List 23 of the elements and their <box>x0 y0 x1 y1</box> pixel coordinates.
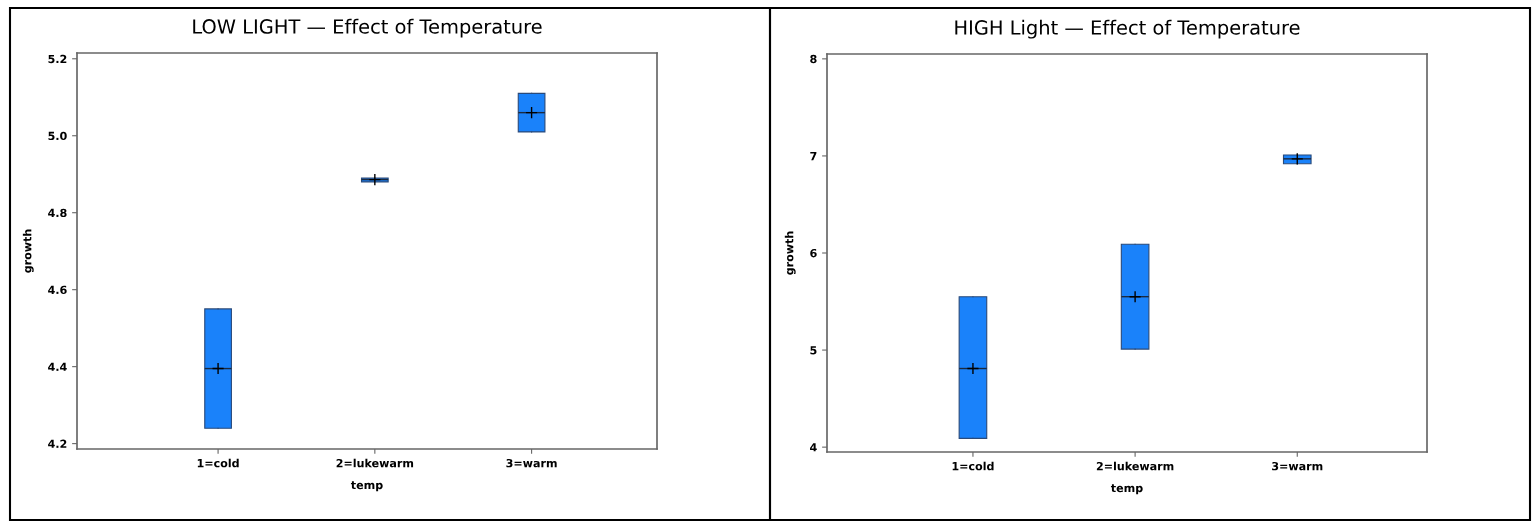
y-tick-label: 4 <box>810 443 817 452</box>
y-tick-label: 4.4 <box>48 362 67 371</box>
x-tick-label: 3=warm <box>506 458 557 468</box>
y-tick-label: 5.2 <box>48 54 67 64</box>
y-axis-title: growth <box>22 229 34 273</box>
y-tick-label: 4.6 <box>48 285 67 295</box>
x-tick-label: 3=warm <box>1272 461 1323 471</box>
x-tick-label: 2=lukewarm <box>1096 461 1174 471</box>
y-tick-label: 4.2 <box>48 439 67 448</box>
x-tick-label: 2=lukewarm <box>336 458 414 468</box>
chart-title: LOW LIGHT — Effect of Temperature <box>193 18 542 38</box>
y-tick-label: 5.0 <box>48 131 67 141</box>
x-axis-title: temp <box>350 481 383 492</box>
x-tick-label: 1=cold <box>197 458 239 468</box>
y-tick-label: 6 <box>810 248 817 258</box>
y-tick-label: 5 <box>810 346 817 355</box>
y-tick-label: 8 <box>810 54 817 64</box>
y-tick-label: 7 <box>810 152 817 161</box>
x-axis-title: temp <box>1110 484 1143 495</box>
x-tick-label: 1=cold <box>952 461 994 471</box>
chart-title: HIGH Light — Effect of Temperature <box>955 19 1300 39</box>
y-tick-label: 4.8 <box>48 208 67 218</box>
y-axis-title: growth <box>784 231 796 275</box>
